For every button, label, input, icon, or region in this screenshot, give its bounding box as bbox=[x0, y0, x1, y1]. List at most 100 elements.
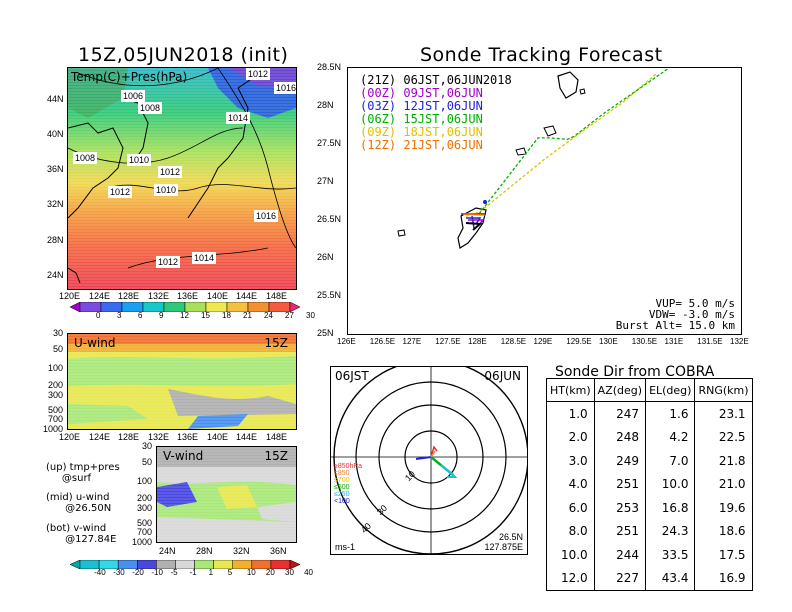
hodo-arrow bbox=[430, 445, 438, 458]
colorbar-swatch bbox=[70, 302, 81, 312]
colorbar-tick: 15 bbox=[201, 311, 210, 320]
tracking-canvas bbox=[397, 68, 670, 249]
tracking-x-tick: 128.5E bbox=[500, 337, 527, 346]
colorbar-tick: 20 bbox=[265, 568, 275, 577]
lon-tick: 148E bbox=[266, 291, 288, 301]
table-row: 12.0 227 43.4 16.9 bbox=[546, 566, 753, 591]
note-bot: (bot) v-wind @127.84E bbox=[46, 523, 117, 545]
colorbar-tick: 10 bbox=[246, 568, 256, 577]
uwind-y-tick: 30 bbox=[53, 328, 64, 338]
table-cell: 22.5 bbox=[694, 425, 753, 449]
colorbar-tick: 40 bbox=[304, 568, 313, 577]
tracking-params: VUP= 5.0 m/s VDW= -3.0 m/s Burst Alt= 15… bbox=[616, 298, 735, 331]
temperature-map: Temp(C)+Pres(hPa) 1012 1006 1008 1014 10… bbox=[67, 67, 297, 290]
isobar-label: 1006 bbox=[121, 90, 146, 102]
vwind-y-tick: 200 bbox=[137, 493, 153, 503]
lat-tick: 24N bbox=[47, 270, 64, 280]
colorbar-tick: -30 bbox=[113, 568, 125, 577]
island-small bbox=[515, 147, 527, 156]
u-wind-label: U-wind bbox=[74, 336, 116, 350]
launch-point bbox=[483, 200, 487, 204]
isobar-label: 1014 bbox=[226, 112, 251, 124]
polar-left-label: 06JST bbox=[335, 369, 369, 383]
column-header: HT(km) bbox=[546, 378, 595, 402]
hodo-arrow bbox=[415, 456, 432, 460]
tracking-title: Sonde Tracking Forecast bbox=[420, 44, 663, 66]
lon-tick: 120E bbox=[59, 291, 81, 301]
table-cell: 244 bbox=[593, 543, 647, 567]
tracking-y-tick: 26N bbox=[317, 252, 334, 262]
colorbar-tick: 6 bbox=[138, 311, 143, 320]
uwind-y-tick: 100 bbox=[48, 363, 64, 373]
table-cell: 4.2 bbox=[645, 425, 696, 449]
colorbar-tick: 9 bbox=[159, 311, 164, 320]
table-cell: 251 bbox=[593, 519, 647, 543]
tracking-x-tick: 128E bbox=[468, 337, 487, 346]
colorbar-tick: 24 bbox=[264, 311, 273, 320]
tracking-x-tick: 131.5E bbox=[697, 337, 723, 346]
sonde-table-title: Sonde Dir from COBRA bbox=[555, 364, 715, 380]
table-row: 3.0 249 7.0 21.8 bbox=[546, 449, 753, 473]
legend-entry: (21Z) 06JST,06JUN2018 bbox=[360, 73, 512, 87]
isobar-label: 1012 bbox=[246, 68, 271, 80]
map-title: 15Z,05JUN2018 (init) bbox=[78, 44, 289, 66]
lat-tick: 40N bbox=[47, 129, 64, 139]
colorbar-tick: 3 bbox=[117, 311, 122, 320]
isobar-label: 1008 bbox=[73, 152, 98, 164]
u-wind-field bbox=[68, 334, 296, 429]
polar-lon: 127.875E bbox=[484, 542, 523, 552]
colorbar-tick: 5 bbox=[227, 568, 233, 577]
table-cell: 7.0 bbox=[645, 449, 696, 473]
isobar-label: 1012 bbox=[108, 186, 133, 198]
table-row: 2.0 248 4.2 22.5 bbox=[546, 425, 753, 449]
table-cell: 248 bbox=[593, 425, 647, 449]
uwind-y-tick: 500 bbox=[48, 405, 64, 415]
table-cell: 43.4 bbox=[645, 566, 696, 591]
uwind-x-tick: 140E bbox=[207, 432, 229, 442]
table-header-row: HT(km) AZ(deg) EL(deg) RNG(km) bbox=[546, 378, 753, 402]
tracking-y-tick: 28N bbox=[317, 100, 334, 110]
track-series-line bbox=[465, 73, 657, 217]
uwind-x-tick: 120E bbox=[59, 432, 81, 442]
legend-entry: (09Z) 18JST,06JUN bbox=[360, 125, 483, 139]
table-cell: 33.5 bbox=[645, 543, 696, 567]
colorbar-swatch bbox=[289, 302, 300, 312]
table-row: 1.0 247 1.6 23.1 bbox=[546, 401, 753, 426]
table-cell: 24.3 bbox=[645, 519, 696, 543]
tracking-legend: (21Z) 06JST,06JUN2018 (00Z) 09JST,06JUN … bbox=[360, 74, 512, 152]
tracking-x-tick: 127E bbox=[402, 337, 422, 346]
table-cell: 251 bbox=[593, 472, 647, 496]
isobar-label: 1008 bbox=[138, 102, 163, 114]
colorbar-tick: 30 bbox=[306, 311, 315, 320]
pressure-legend-entry: ≥850hPa bbox=[334, 463, 362, 470]
table-row: 4.0 251 10.0 21.0 bbox=[546, 472, 753, 496]
lon-tick: 140E bbox=[207, 291, 229, 301]
tracking-y-tick: 25N bbox=[317, 328, 334, 338]
colorbar-tick: 1 bbox=[208, 568, 214, 577]
uwind-x-tick: 148E bbox=[266, 432, 288, 442]
isobar-label: 1016 bbox=[274, 82, 297, 94]
vwind-x-tick: 24N bbox=[159, 546, 176, 556]
lon-tick: 136E bbox=[177, 291, 199, 301]
table-cell: 1.6 bbox=[645, 401, 696, 426]
tracking-x-tick: 132E bbox=[730, 337, 749, 346]
table-cell: 16.8 bbox=[645, 496, 696, 520]
vwind-y-tick: 30 bbox=[142, 441, 153, 451]
lon-tick: 144E bbox=[236, 291, 258, 301]
map-legend-label: Temp(C)+Pres(hPa) bbox=[71, 70, 188, 84]
v-wind-label: V-wind bbox=[163, 449, 204, 463]
uwind-x-tick: 144E bbox=[236, 432, 258, 442]
table-cell: 18.6 bbox=[694, 519, 753, 543]
table-cell: 249 bbox=[593, 449, 647, 473]
table-cell: 10.0 bbox=[645, 472, 696, 496]
vwind-y-tick: 1000 bbox=[132, 537, 153, 547]
legend-entry: (00Z) 09JST,06JUN bbox=[360, 86, 483, 100]
tracking-y-tick: 26.5N bbox=[317, 214, 342, 224]
isobar-label: 1014 bbox=[192, 252, 217, 264]
table-row: 6.0 253 16.8 19.6 bbox=[546, 496, 753, 520]
table-cell: 1.0 bbox=[546, 401, 595, 426]
colorbar-tick: 18 bbox=[222, 311, 231, 320]
param-vup: VUP= 5.0 m/s bbox=[655, 297, 735, 310]
tracking-x-tick: 130.5E bbox=[631, 337, 658, 346]
tracking-x-tick: 129E bbox=[533, 337, 553, 346]
